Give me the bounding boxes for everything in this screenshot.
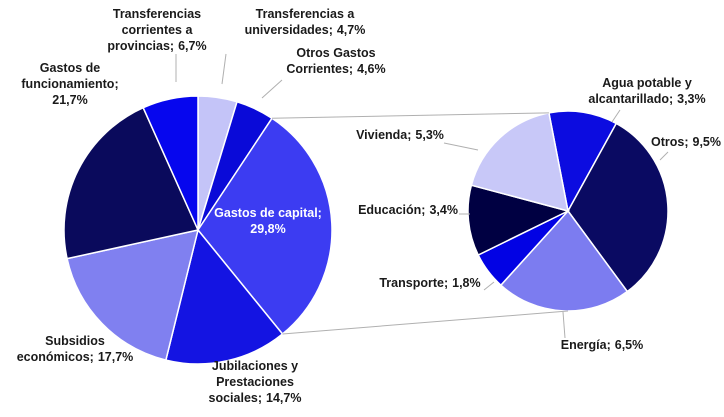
- pie-slice: [164, 228, 284, 365]
- pie-slice: [66, 229, 200, 361]
- pie-slice: [63, 106, 200, 260]
- label-line: Otros Gastos: [296, 46, 375, 60]
- leader-line: [611, 109, 621, 123]
- value-label: 3,3%: [677, 92, 706, 106]
- data-label: Subsidios económicos; 17,7%: [17, 334, 134, 364]
- label-line: corrientes a: [122, 23, 194, 37]
- connector-line: [271, 112, 549, 119]
- leader-line: [483, 281, 495, 291]
- label-line: Gastos de capital;: [214, 206, 322, 220]
- value-label: 29,8%: [250, 222, 285, 236]
- leader-line: [443, 142, 479, 151]
- label-line: Corrientes;: [286, 62, 353, 76]
- data-label: Otros; 9,5%: [651, 135, 721, 149]
- data-label: Transferencias a universidades; 4,7%: [245, 7, 366, 37]
- connector-line: [282, 310, 569, 335]
- pie-slice: [197, 117, 333, 336]
- label-line: económicos;: [17, 350, 94, 364]
- value-label: 21,7%: [52, 93, 87, 107]
- label-line: sociales;: [209, 391, 263, 405]
- label-line: universidades;: [245, 23, 333, 37]
- label-line: Agua potable y: [602, 76, 692, 90]
- label-line: Transferencias: [113, 7, 201, 21]
- label-line: Otros;: [651, 135, 689, 149]
- data-label: Vivienda; 5,3%: [356, 128, 444, 142]
- value-label: 5,3%: [415, 128, 444, 142]
- label-line: Gastos de: [40, 61, 100, 75]
- pie-slice: [548, 110, 618, 214]
- pie-slice: [499, 209, 629, 312]
- value-label: 6,5%: [615, 338, 644, 352]
- label-line: Energía;: [561, 338, 611, 352]
- label-line: provincias;: [107, 39, 174, 53]
- leader-line: [659, 151, 669, 161]
- value-label: 9,5%: [693, 135, 722, 149]
- data-label: Agua potable y alcantarillado; 3,3%: [588, 76, 705, 106]
- value-label: 1,8%: [452, 276, 481, 290]
- label-line: Transferencias a: [256, 7, 356, 21]
- data-label: Transferencias corrientes a provincias; 6,7…: [107, 7, 206, 53]
- data-label: Transporte; 1,8%: [379, 276, 480, 290]
- label-line: Jubilaciones y: [212, 359, 298, 373]
- value-label: 3,4%: [429, 203, 458, 217]
- label-line: Vivienda;: [356, 128, 411, 142]
- value-label: 4,7%: [337, 23, 366, 37]
- pie-slice: [142, 95, 199, 231]
- leader-line: [221, 53, 227, 85]
- label-line: Transporte;: [379, 276, 448, 290]
- data-label: Gastos de capital; 29,8%: [214, 206, 322, 236]
- value-label: 4,6%: [357, 62, 386, 76]
- data-label: Educación; 3,4%: [358, 203, 458, 217]
- label-line: Prestaciones: [216, 375, 294, 389]
- data-label: Energía; 6,5%: [561, 338, 644, 352]
- data-label: Gastos de funcionamiento; 21,7%: [21, 61, 118, 107]
- label-line: alcantarillado;: [588, 92, 673, 106]
- pie-slice: [467, 184, 571, 256]
- label-line: Subsidios: [45, 334, 105, 348]
- value-label: 17,7%: [98, 350, 133, 364]
- data-label: Otros Gastos Corrientes; 4,6%: [286, 46, 385, 76]
- value-label: 14,7%: [266, 391, 301, 405]
- value-label: 6,7%: [178, 39, 207, 53]
- label-line: Educación;: [358, 203, 425, 217]
- data-label: Jubilaciones y Prestaciones sociales; 14,7%: [209, 359, 302, 405]
- label-line: funcionamiento;: [21, 77, 118, 91]
- leader-line: [261, 79, 283, 99]
- pie-slice: [470, 111, 569, 213]
- leader-line: [562, 311, 566, 339]
- pie-slice: [567, 122, 669, 293]
